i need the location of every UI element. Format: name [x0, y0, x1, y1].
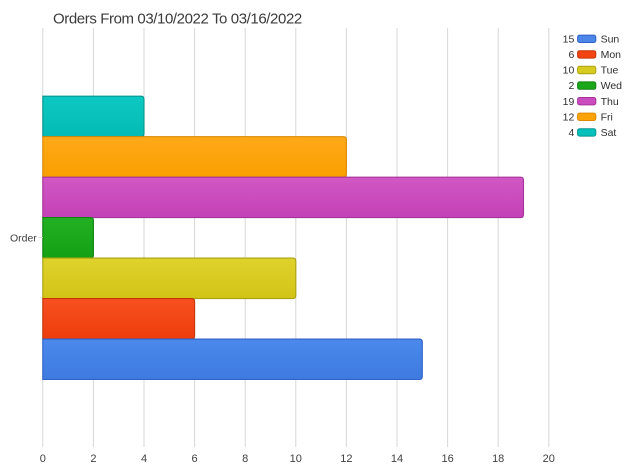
svg-text:Orders From 03/10/2022 To 03/1: Orders From 03/10/2022 To 03/16/2022	[53, 10, 302, 27]
svg-text:Order: Order	[10, 233, 37, 245]
svg-text:0: 0	[40, 453, 46, 465]
svg-text:10: 10	[563, 65, 575, 77]
svg-text:8: 8	[242, 453, 248, 465]
svg-text:Tue: Tue	[601, 65, 619, 77]
svg-text:4: 4	[568, 127, 574, 139]
svg-text:20: 20	[543, 453, 555, 465]
svg-text:2: 2	[90, 453, 96, 465]
svg-text:10: 10	[290, 453, 302, 465]
svg-text:Mon: Mon	[601, 49, 622, 61]
svg-text:16: 16	[441, 453, 453, 465]
svg-text:4: 4	[141, 453, 147, 465]
svg-text:Sat: Sat	[601, 127, 617, 139]
svg-text:12: 12	[340, 453, 352, 465]
svg-text:18: 18	[492, 453, 504, 465]
svg-text:19: 19	[563, 96, 575, 108]
svg-text:6: 6	[568, 49, 574, 61]
svg-text:Thu: Thu	[601, 96, 619, 108]
svg-text:2: 2	[568, 80, 574, 92]
svg-text:6: 6	[192, 453, 198, 465]
svg-text:Wed: Wed	[601, 80, 623, 92]
svg-text:14: 14	[391, 453, 403, 465]
svg-text:Fri: Fri	[601, 111, 613, 123]
svg-text:15: 15	[563, 33, 575, 45]
svg-text:Sun: Sun	[601, 33, 620, 45]
svg-text:12: 12	[563, 111, 575, 123]
